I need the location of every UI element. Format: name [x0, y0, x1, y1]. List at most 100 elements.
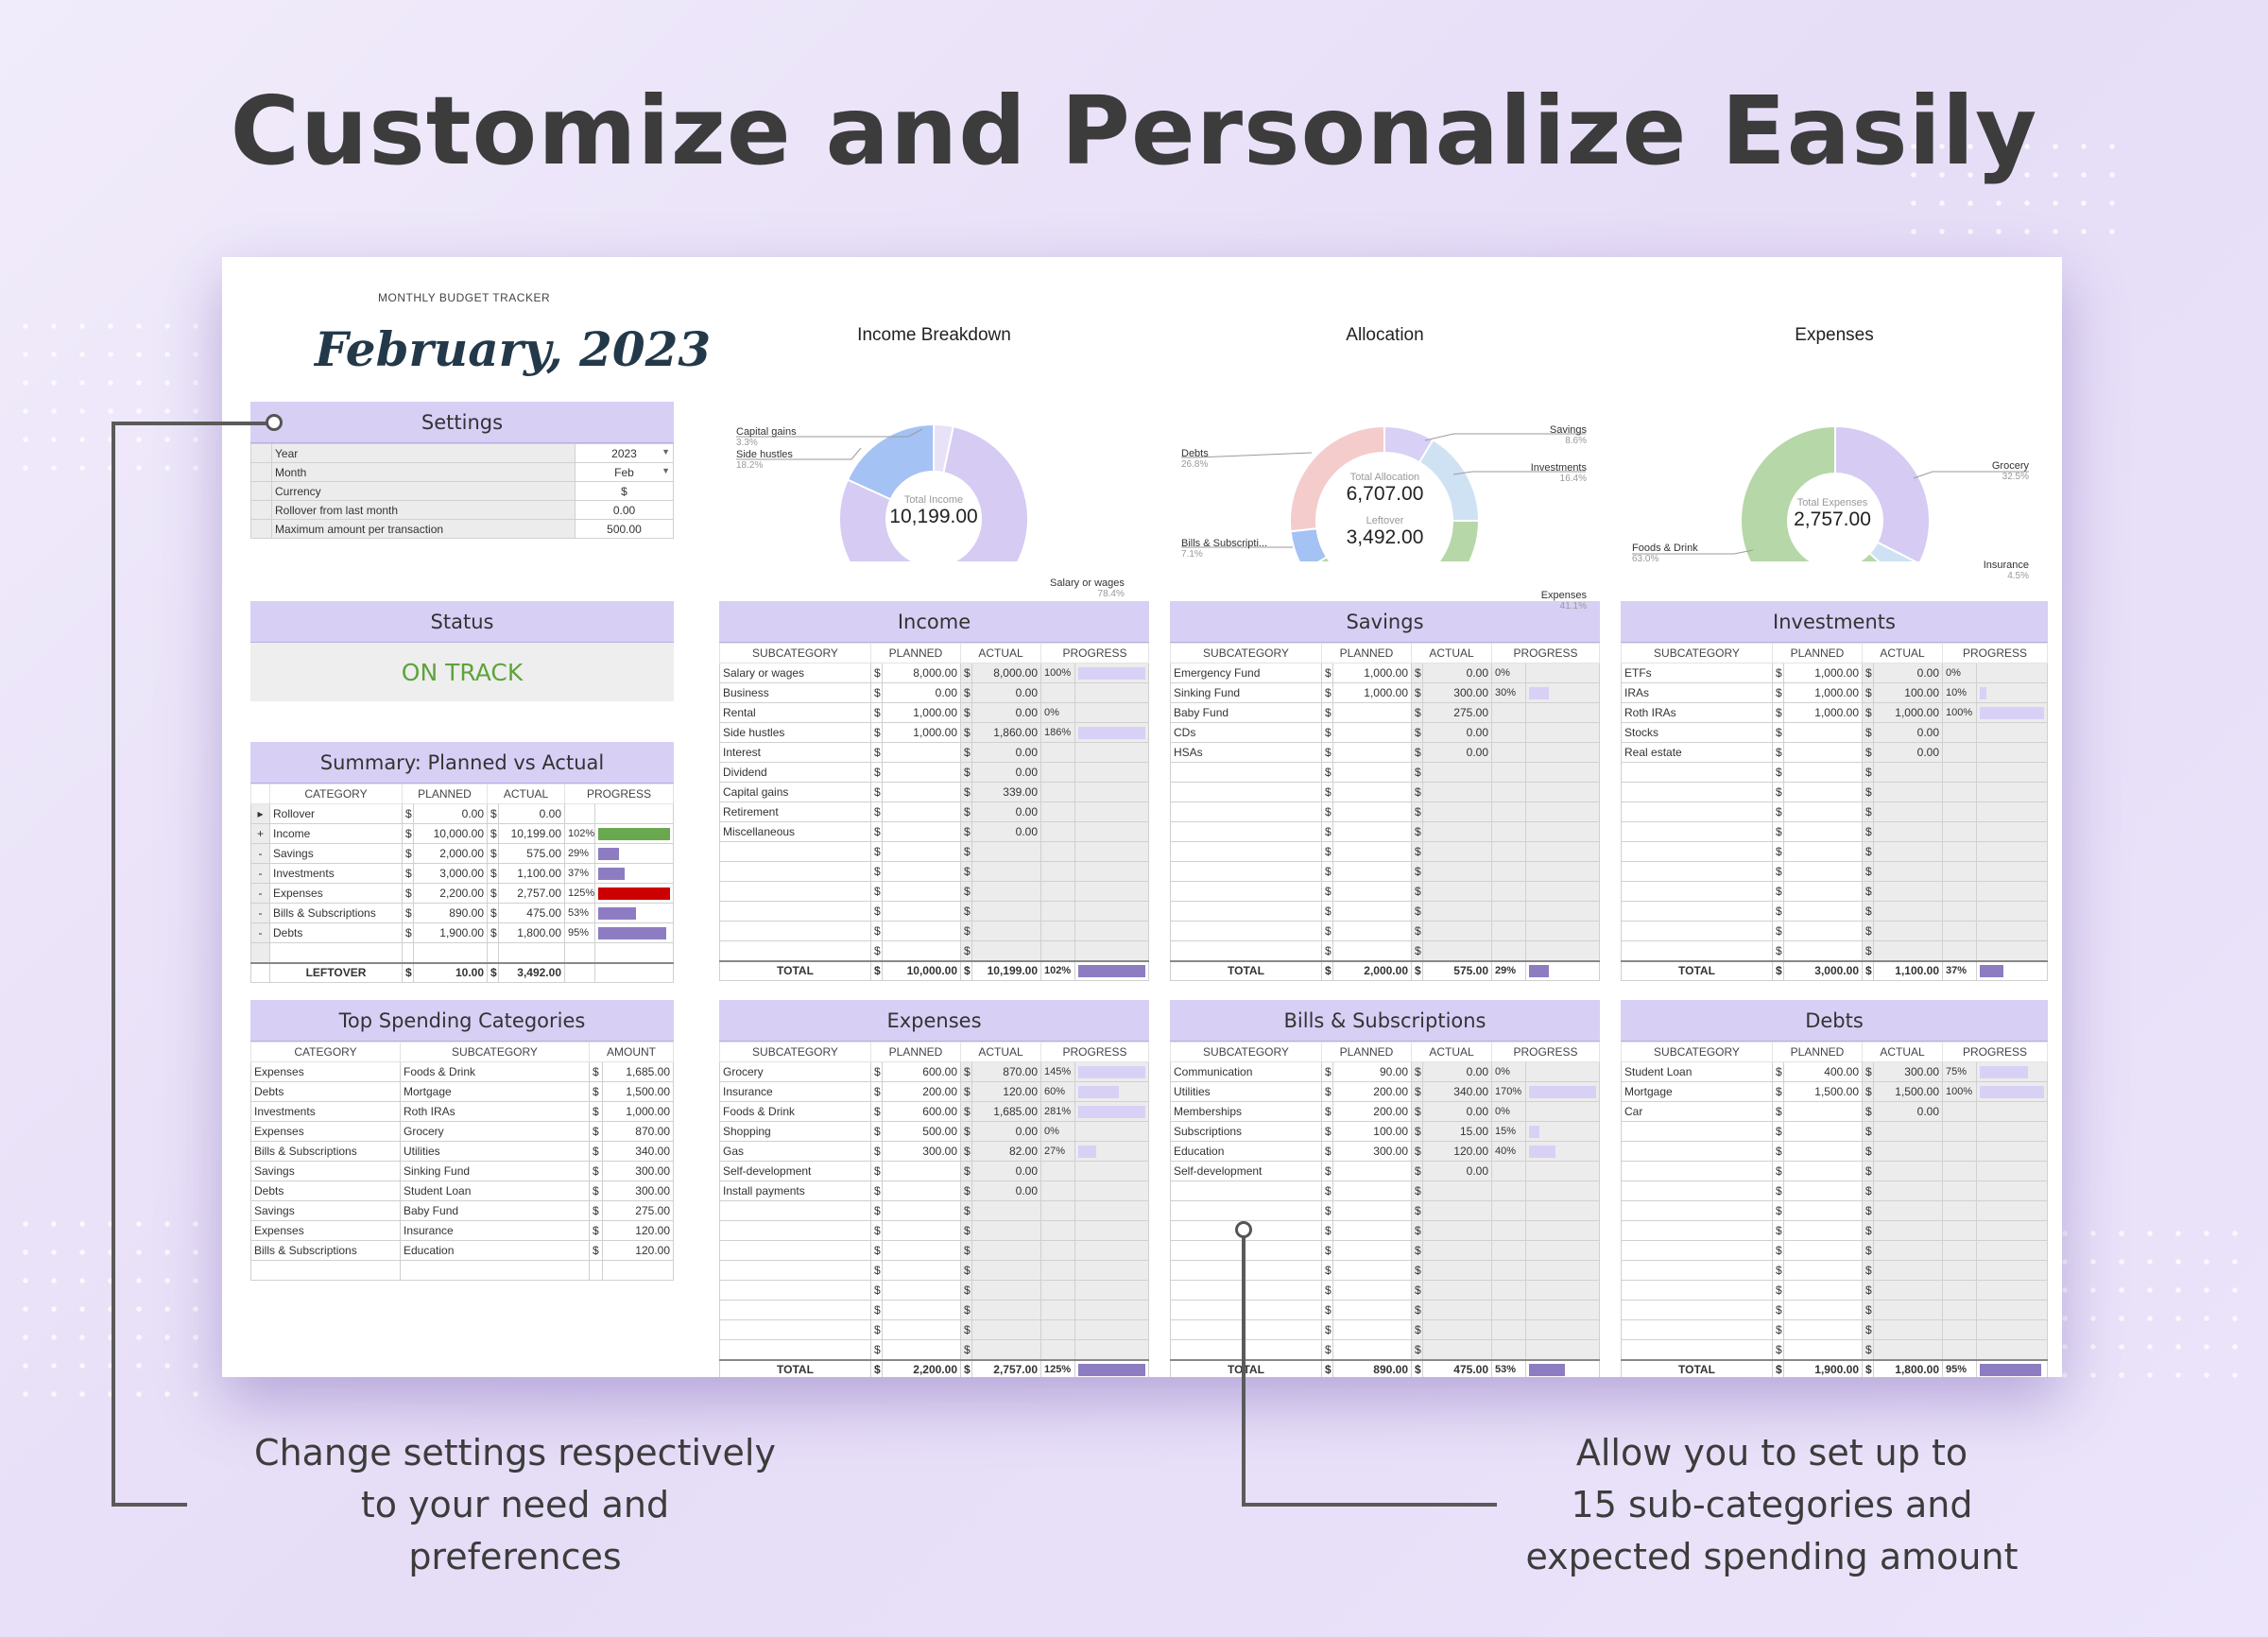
planned-input[interactable] [882, 1240, 961, 1261]
subcategory-input[interactable] [1170, 841, 1322, 862]
subcategory-input[interactable] [1170, 1339, 1322, 1360]
planned-input[interactable] [1783, 921, 1863, 941]
planned-input[interactable] [1783, 1180, 1863, 1201]
planned-input[interactable] [882, 1161, 961, 1181]
planned-input[interactable] [882, 1339, 961, 1360]
subcategory-input[interactable]: Retirement [719, 801, 871, 822]
subcategory-input[interactable]: Foods & Drink [719, 1101, 871, 1122]
planned-input[interactable]: 600.00 [882, 1101, 961, 1122]
planned-input[interactable] [1332, 782, 1412, 802]
planned-input[interactable]: 1,000.00 [1332, 682, 1412, 703]
subcategory-input[interactable] [1621, 1319, 1773, 1340]
planned-input[interactable]: 1,000.00 [1783, 682, 1863, 703]
planned-input[interactable] [1332, 722, 1412, 743]
planned-input[interactable] [1783, 1260, 1863, 1281]
subcategory-input[interactable] [1621, 782, 1773, 802]
subcategory-input[interactable] [1621, 841, 1773, 862]
planned-input[interactable] [1783, 1161, 1863, 1181]
planned-input[interactable]: 1,000.00 [882, 722, 961, 743]
subcategory-input[interactable]: Rental [719, 702, 871, 723]
subcategory-input[interactable] [719, 940, 871, 961]
planned-input[interactable] [1332, 940, 1412, 961]
subcategory-input[interactable]: Business [719, 682, 871, 703]
subcategory-input[interactable]: Baby Fund [1170, 702, 1322, 723]
planned-input[interactable] [1332, 1220, 1412, 1241]
subcategory-input[interactable]: Capital gains [719, 782, 871, 802]
dropdown-arrow-icon[interactable]: ▼ [662, 447, 670, 457]
planned-input[interactable] [1783, 881, 1863, 902]
planned-input[interactable] [882, 762, 961, 783]
subcategory-input[interactable] [1621, 1220, 1773, 1241]
subcategory-input[interactable]: Student Loan [1621, 1061, 1773, 1082]
subcategory-input[interactable]: Self-development [719, 1161, 871, 1181]
planned-input[interactable] [1332, 921, 1412, 941]
planned-input[interactable] [882, 801, 961, 822]
subcategory-input[interactable]: Emergency Fund [1170, 663, 1322, 683]
planned-input[interactable] [1783, 1300, 1863, 1320]
planned-input[interactable] [882, 1200, 961, 1221]
subcategory-input[interactable]: Mortgage [1621, 1081, 1773, 1102]
row-toggle-icon[interactable]: - [250, 863, 270, 884]
planned-input[interactable] [1332, 881, 1412, 902]
row-toggle-icon[interactable]: - [250, 922, 270, 943]
settings-value-input[interactable]: 0.00 [575, 500, 674, 520]
planned-input[interactable] [1783, 1319, 1863, 1340]
subcategory-input[interactable] [1621, 1200, 1773, 1221]
planned-input[interactable] [882, 1319, 961, 1340]
planned-input[interactable] [882, 901, 961, 922]
settings-value-input[interactable]: Feb ▼ [575, 462, 674, 482]
subcategory-input[interactable] [1621, 1280, 1773, 1301]
planned-input[interactable]: 200.00 [882, 1081, 961, 1102]
subcategory-input[interactable]: Install payments [719, 1180, 871, 1201]
planned-input[interactable]: 500.00 [882, 1121, 961, 1142]
planned-input[interactable] [1332, 801, 1412, 822]
planned-input[interactable] [1783, 1280, 1863, 1301]
subcategory-input[interactable] [719, 1260, 871, 1281]
planned-input[interactable] [882, 881, 961, 902]
subcategory-input[interactable]: ETFs [1621, 663, 1773, 683]
planned-input[interactable] [1332, 742, 1412, 763]
subcategory-input[interactable]: CDs [1170, 722, 1322, 743]
planned-input[interactable] [1332, 1339, 1412, 1360]
subcategory-input[interactable] [1621, 1260, 1773, 1281]
planned-input[interactable] [1332, 1180, 1412, 1201]
subcategory-input[interactable]: Grocery [719, 1061, 871, 1082]
planned-input[interactable] [1783, 1200, 1863, 1221]
planned-input[interactable] [1332, 841, 1412, 862]
subcategory-input[interactable]: Sinking Fund [1170, 682, 1322, 703]
planned-input[interactable] [1783, 762, 1863, 783]
subcategory-input[interactable] [1170, 940, 1322, 961]
subcategory-input[interactable] [719, 861, 871, 882]
subcategory-input[interactable]: Self-development [1170, 1161, 1322, 1181]
planned-input[interactable] [1783, 1220, 1863, 1241]
planned-input[interactable] [1783, 782, 1863, 802]
settings-value-input[interactable]: $ [575, 481, 674, 501]
subcategory-input[interactable] [1170, 1240, 1322, 1261]
planned-input[interactable] [1783, 742, 1863, 763]
planned-input[interactable]: 8,000.00 [882, 663, 961, 683]
subcategory-input[interactable] [1621, 1240, 1773, 1261]
dropdown-arrow-icon[interactable]: ▼ [662, 466, 670, 475]
subcategory-input[interactable] [1170, 901, 1322, 922]
planned-input[interactable] [1332, 1319, 1412, 1340]
planned-input[interactable] [882, 921, 961, 941]
subcategory-input[interactable] [1621, 921, 1773, 941]
planned-input[interactable] [882, 1220, 961, 1241]
planned-input[interactable] [1783, 940, 1863, 961]
planned-input[interactable]: 400.00 [1783, 1061, 1863, 1082]
subcategory-input[interactable]: Shopping [719, 1121, 871, 1142]
subcategory-input[interactable] [1170, 1319, 1322, 1340]
planned-input[interactable] [882, 782, 961, 802]
planned-input[interactable] [1332, 1161, 1412, 1181]
subcategory-input[interactable]: Car [1621, 1101, 1773, 1122]
subcategory-input[interactable] [719, 881, 871, 902]
planned-input[interactable]: 300.00 [882, 1141, 961, 1162]
planned-input[interactable]: 1,000.00 [1783, 663, 1863, 683]
planned-input[interactable] [1783, 1141, 1863, 1162]
planned-input[interactable] [1783, 1101, 1863, 1122]
subcategory-input[interactable]: Education [1170, 1141, 1322, 1162]
subcategory-input[interactable] [1621, 762, 1773, 783]
planned-input[interactable] [882, 1180, 961, 1201]
subcategory-input[interactable] [719, 1300, 871, 1320]
subcategory-input[interactable]: Subscriptions [1170, 1121, 1322, 1142]
